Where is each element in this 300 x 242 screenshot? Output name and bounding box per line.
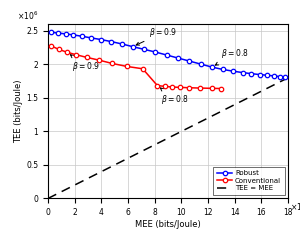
Text: $\beta = 0.9$: $\beta = 0.9$	[70, 55, 100, 73]
X-axis label: MEE (bits/Joule): MEE (bits/Joule)	[135, 220, 201, 229]
Y-axis label: TEE (bits/Joule): TEE (bits/Joule)	[14, 80, 23, 143]
Legend: Robust, Conventional, TEE = MEE: Robust, Conventional, TEE = MEE	[213, 166, 284, 195]
Text: $\times10^5$: $\times10^5$	[290, 200, 300, 212]
Text: $\beta = 0.8$: $\beta = 0.8$	[160, 88, 189, 106]
Text: $\beta = 0.8$: $\beta = 0.8$	[215, 47, 249, 65]
Text: $\times10^6$: $\times10^6$	[17, 10, 38, 23]
Text: $\beta = 0.9$: $\beta = 0.9$	[136, 26, 177, 45]
